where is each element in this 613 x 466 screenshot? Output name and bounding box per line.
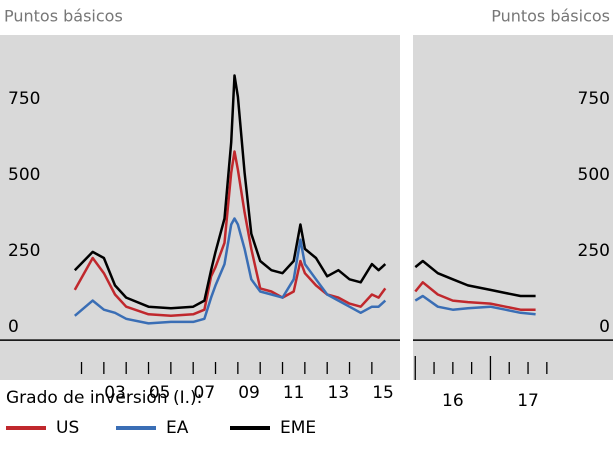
legend-label: EME <box>280 418 316 438</box>
legend-label: US <box>56 418 79 438</box>
x-tick-label: 15 <box>372 383 394 403</box>
y-tick-label: 250 <box>578 241 610 261</box>
series-line <box>414 294 536 316</box>
x-tick-label: 16 <box>442 391 464 411</box>
y-tick-label: 0 <box>8 317 19 337</box>
y-axis-label: Puntos básicos <box>491 7 610 26</box>
x-tick-label: 09 <box>238 383 260 403</box>
x-tick-label: 03 <box>104 383 126 403</box>
y-tick-label: 750 <box>578 89 610 109</box>
y-axis-label: Puntos básicos <box>4 7 123 26</box>
left-panel <box>0 35 400 380</box>
series-line <box>414 259 536 298</box>
y-tick-label: 250 <box>8 241 40 261</box>
series-line <box>73 74 387 310</box>
series-line <box>73 150 387 318</box>
y-tick-label: 750 <box>8 89 40 109</box>
x-tick-label: 05 <box>149 383 171 403</box>
series-line <box>73 217 387 325</box>
right-panel <box>413 35 613 380</box>
y-tick-label: 500 <box>578 165 610 185</box>
x-tick-label: 13 <box>328 383 350 403</box>
y-tick-label: 0 <box>599 317 610 337</box>
series-line <box>414 281 536 311</box>
x-tick-label: 11 <box>283 383 305 403</box>
legend-title: Grado de inversión (I.): <box>6 388 202 408</box>
x-tick-label: 07 <box>194 383 216 403</box>
y-tick-label: 500 <box>8 165 40 185</box>
x-tick-label: 17 <box>517 391 539 411</box>
legend-label: EA <box>166 418 189 438</box>
